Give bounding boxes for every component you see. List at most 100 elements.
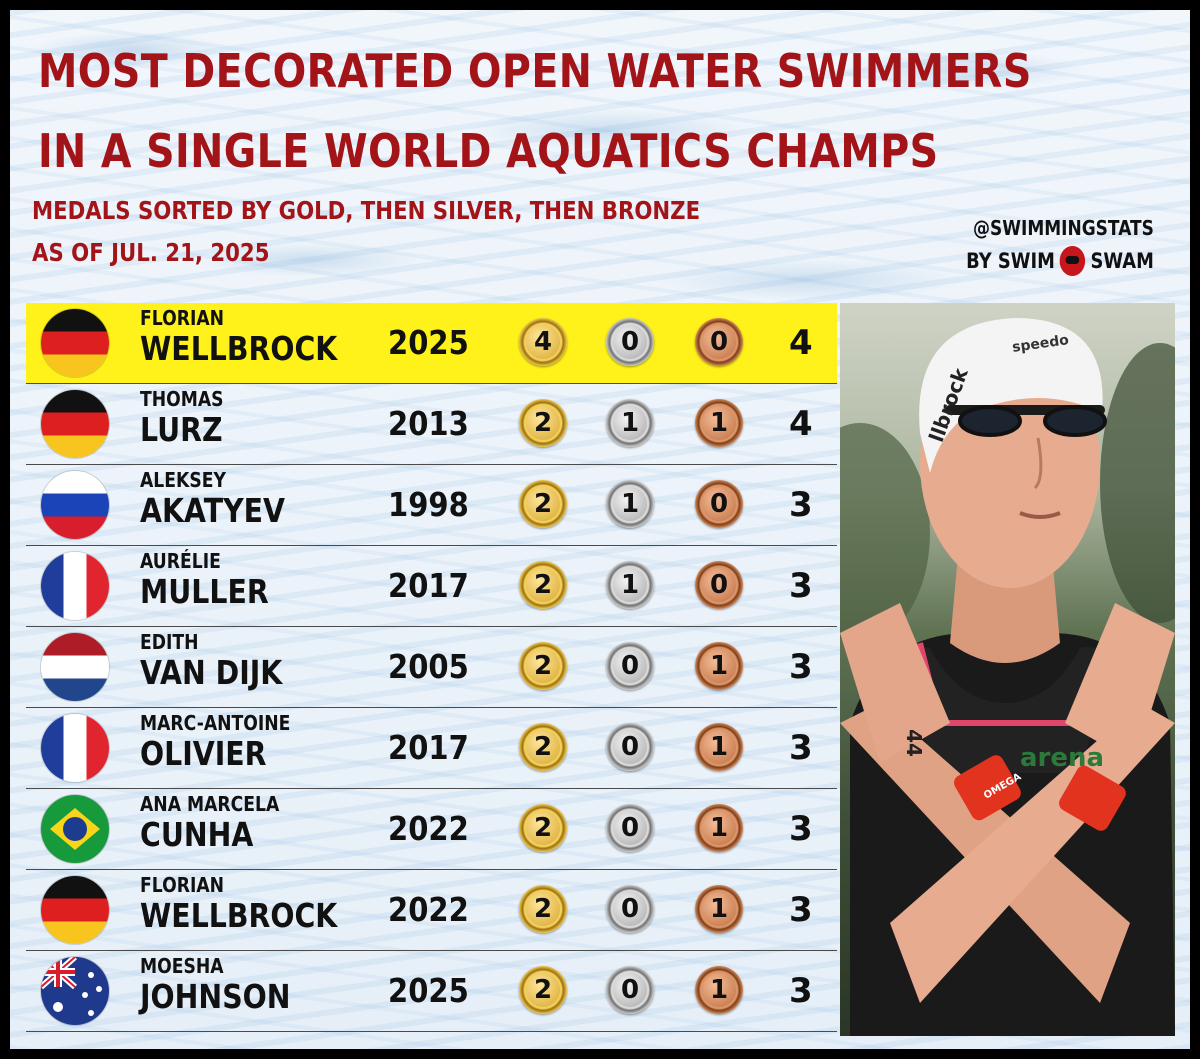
silver-medal-icon: 0 [606,723,654,771]
champs-year: 2017 [388,566,469,605]
silver-medal-icon: 0 [606,804,654,852]
first-name: EDITH [140,630,199,654]
swimmer-name: ANA MARCELA CUNHA [140,793,302,855]
silver-medal-icon: 1 [606,399,654,447]
gold-medal-icon: 2 [519,885,567,933]
bronze-count: 1 [702,649,736,683]
table-row: FLORIAN WELLBROCK 2025 4 0 0 4 [26,303,837,384]
silver-count: 0 [613,649,647,683]
first-name: MARC-ANTOINE [140,711,291,735]
silver-medal-icon: 1 [606,561,654,609]
champs-year: 2022 [388,890,469,929]
swimmer-name: MARC-ANTOINE OLIVIER [140,712,315,774]
title-line-1: MOST DECORATED OPEN WATER SWIMMERS [38,44,1032,98]
champs-year: 2025 [388,971,469,1010]
gold-count: 2 [526,973,560,1007]
table-row: ALEKSEY AKATYEV 1998 2 1 0 3 [26,465,837,546]
swimmer-illustration [840,318,1175,1036]
silver-medal-icon: 0 [606,642,654,690]
subtitle-sort-note: MEDALS SORTED BY GOLD, THEN SILVER, THEN… [32,196,701,225]
swimmer-name: EDITH VAN DIJK [140,631,305,693]
first-name: FLORIAN [140,873,225,897]
gold-count: 2 [526,487,560,521]
table-row: EDITH VAN DIJK 2005 2 0 1 3 [26,627,837,708]
last-name: LURZ [140,410,223,449]
flag-de-icon [41,876,109,944]
swimmer-name: ALEKSEY AKATYEV [140,469,309,531]
bronze-medal-icon: 0 [695,318,743,366]
gold-medal-icon: 2 [519,561,567,609]
credit-block: @SWIMMINGSTATS BY SWIM SWAM [933,216,1154,276]
champs-year: 2017 [388,728,469,767]
bronze-medal-icon: 0 [695,561,743,609]
swimmer-name: MOESHA JOHNSON [140,955,315,1017]
silver-count: 0 [613,730,647,764]
gold-medal-icon: 2 [519,642,567,690]
bronze-medal-icon: 1 [695,804,743,852]
swimmer-name: AURÉLIE MULLER [140,550,290,612]
first-name: ANA MARCELA [140,792,280,816]
champs-year: 2025 [388,323,469,362]
silver-medal-icon: 0 [606,966,654,1014]
last-name: WELLBROCK [140,329,338,368]
credit-byline: BY SWIM SWAM [966,246,1154,276]
medal-table: FLORIAN WELLBROCK 2025 4 0 0 4 THOMAS LURZ 2013 2 1… [26,303,837,1032]
table-row: THOMAS LURZ 2013 2 1 1 4 [26,384,837,465]
gold-medal-icon: 4 [519,318,567,366]
gold-medal-icon: 2 [519,804,567,852]
gold-medal-icon: 2 [519,966,567,1014]
bronze-count: 1 [702,730,736,764]
table-row: AURÉLIE MULLER 2017 2 1 0 3 [26,546,837,627]
gold-medal-icon: 2 [519,399,567,447]
credit-brand-text: SWAM [1090,249,1154,273]
total-medals: 4 [789,323,813,363]
last-name: MULLER [140,572,269,611]
total-medals: 3 [789,485,813,525]
bronze-medal-icon: 0 [695,480,743,528]
gold-medal-icon: 2 [519,480,567,528]
total-medals: 3 [789,971,813,1011]
flag-de-icon [41,390,109,458]
swimswam-logo-icon [1060,246,1086,276]
silver-count: 1 [613,568,647,602]
flag-br-icon [41,795,109,863]
first-name: MOESHA [140,954,224,978]
bronze-count: 0 [702,568,736,602]
last-name: VAN DIJK [140,653,283,692]
gold-medal-icon: 2 [519,723,567,771]
bronze-medal-icon: 1 [695,966,743,1014]
gold-count: 2 [526,406,560,440]
flag-fr-icon [41,552,109,620]
champs-year: 2013 [388,404,469,443]
hand-number-text: 44 [901,729,926,757]
total-medals: 3 [789,890,813,930]
total-medals: 3 [789,728,813,768]
bronze-count: 1 [702,811,736,845]
silver-count: 0 [613,325,647,359]
bronze-medal-icon: 1 [695,723,743,771]
champs-year: 2022 [388,809,469,848]
gold-count: 4 [526,325,560,359]
flag-ru-icon [41,471,109,539]
silver-count: 0 [613,892,647,926]
bronze-medal-icon: 1 [695,885,743,933]
bronze-medal-icon: 1 [695,399,743,447]
first-name: FLORIAN [140,306,225,330]
bronze-count: 1 [702,892,736,926]
bronze-count: 1 [702,406,736,440]
last-name: CUNHA [140,815,254,854]
table-row: ANA MARCELA CUNHA 2022 2 0 1 3 [26,789,837,870]
total-medals: 4 [789,404,813,444]
gold-count: 2 [526,730,560,764]
bronze-count: 0 [702,325,736,359]
flag-fr-icon [41,714,109,782]
bronze-count: 0 [702,487,736,521]
subtitle-date: AS OF JUL. 21, 2025 [32,238,270,267]
last-name: AKATYEV [140,491,285,530]
total-medals: 3 [789,809,813,849]
silver-medal-icon: 1 [606,480,654,528]
suit-brand-text: arena [1020,743,1105,773]
gold-count: 2 [526,649,560,683]
total-medals: 3 [789,566,813,606]
silver-medal-icon: 0 [606,885,654,933]
